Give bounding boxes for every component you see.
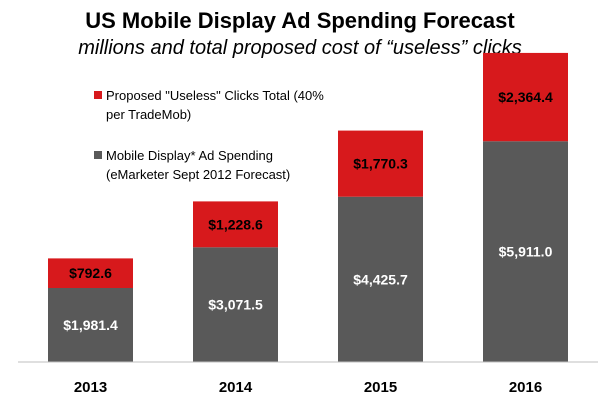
bar-2016-useless-clicks <box>483 52 568 142</box>
legend-label-useless-line2: per TradeMob) <box>106 107 192 122</box>
bar-2014-useless-clicks <box>193 201 278 248</box>
data-label-2014-ad-spending: $3,071.5 <box>208 297 263 313</box>
bar-2015-ad-spending <box>338 196 423 362</box>
legend-label-useless-line1: Proposed "Useless" Clicks Total (40% <box>106 88 324 103</box>
legend-label-spend-line1: Mobile Display* Ad Spending <box>106 148 273 163</box>
x-tick-label-2016: 2016 <box>509 379 542 396</box>
chart-subtitle: millions and total proposed cost of “use… <box>78 37 522 59</box>
legend-swatch-spend <box>94 151 102 159</box>
bar-2016-ad-spending <box>483 141 568 362</box>
data-label-2016-useless-clicks: $2,364.4 <box>498 89 553 105</box>
bar-2013-useless-clicks <box>48 258 133 288</box>
x-tick-label-2015: 2015 <box>364 379 397 396</box>
chart-title: US Mobile Display Ad Spending Forecast <box>85 8 515 33</box>
x-tick-label-2014: 2014 <box>219 379 253 396</box>
bar-2013-ad-spending <box>48 287 133 362</box>
data-label-2014-useless-clicks: $1,228.6 <box>208 216 263 232</box>
bar-2014-ad-spending <box>193 247 278 362</box>
data-label-2016-ad-spending: $5,911.0 <box>499 244 553 260</box>
legend-item-ad-spending: Mobile Display* Ad Spending (eMarketer S… <box>94 146 356 184</box>
legend-label-spend-line2: (eMarketer Sept 2012 Forecast) <box>106 167 291 182</box>
bar-2015-useless-clicks <box>338 130 423 197</box>
x-tick-label-2013: 2013 <box>74 379 107 396</box>
data-label-2013-ad-spending: $1,981.4 <box>63 317 118 333</box>
legend-item-useless-clicks: Proposed "Useless" Clicks Total (40% per… <box>94 86 356 124</box>
data-label-2015-ad-spending: $4,425.7 <box>353 271 408 287</box>
legend-swatch-useless <box>94 91 102 99</box>
data-label-2015-useless-clicks: $1,770.3 <box>353 156 408 172</box>
data-label-2013-useless-clicks: $792.6 <box>69 265 112 281</box>
